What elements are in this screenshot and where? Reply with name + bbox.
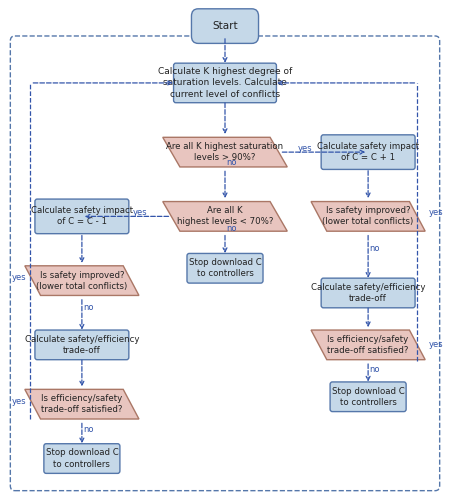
Text: no: no xyxy=(226,158,237,167)
Polygon shape xyxy=(25,389,139,419)
FancyBboxPatch shape xyxy=(191,9,259,43)
Text: Calculate K highest degree of
saturation levels. Calculate
current level of conf: Calculate K highest degree of saturation… xyxy=(158,67,292,98)
Text: Are all K
highest levels < 70%?: Are all K highest levels < 70%? xyxy=(177,206,273,227)
Text: yes: yes xyxy=(298,144,313,153)
Text: Is safety improved?
(lower total conflicts): Is safety improved? (lower total conflic… xyxy=(36,270,127,291)
Text: Start: Start xyxy=(212,21,238,31)
Text: Are all K highest saturation
levels > 90%?: Are all K highest saturation levels > 90… xyxy=(166,142,284,162)
Polygon shape xyxy=(311,330,425,360)
Text: Calculate safety impact
of C = C + 1: Calculate safety impact of C = C + 1 xyxy=(317,142,419,162)
FancyBboxPatch shape xyxy=(35,330,129,360)
Text: Is efficiency/safety
trade-off satisfied?: Is efficiency/safety trade-off satisfied… xyxy=(41,394,122,414)
Polygon shape xyxy=(25,266,139,295)
Polygon shape xyxy=(163,202,287,231)
Polygon shape xyxy=(311,202,425,231)
Text: yes: yes xyxy=(12,397,27,406)
Text: no: no xyxy=(83,425,94,434)
Text: yes: yes xyxy=(428,208,443,217)
Text: yes: yes xyxy=(428,340,443,349)
FancyBboxPatch shape xyxy=(321,278,415,308)
Text: yes: yes xyxy=(12,273,27,282)
FancyBboxPatch shape xyxy=(174,63,276,103)
Text: Is safety improved?
(lower total conflicts): Is safety improved? (lower total conflic… xyxy=(323,206,414,227)
FancyBboxPatch shape xyxy=(44,444,120,473)
Text: no: no xyxy=(226,224,237,233)
Text: Stop download C
to controllers: Stop download C to controllers xyxy=(189,258,261,278)
Text: Calculate safety/efficiency
trade-off: Calculate safety/efficiency trade-off xyxy=(25,335,139,355)
Text: Stop download C
to controllers: Stop download C to controllers xyxy=(45,448,118,469)
FancyBboxPatch shape xyxy=(330,382,406,412)
FancyBboxPatch shape xyxy=(35,199,129,234)
Text: no: no xyxy=(369,365,380,374)
Polygon shape xyxy=(163,137,287,167)
FancyBboxPatch shape xyxy=(321,135,415,169)
Text: no: no xyxy=(369,244,380,253)
Text: yes: yes xyxy=(133,208,147,217)
Text: Calculate safety impact
of C = C - 1: Calculate safety impact of C = C - 1 xyxy=(31,206,133,227)
Text: Calculate safety/efficiency
trade-off: Calculate safety/efficiency trade-off xyxy=(311,283,425,303)
Text: Stop download C
to controllers: Stop download C to controllers xyxy=(332,387,405,407)
Text: no: no xyxy=(83,303,94,312)
FancyBboxPatch shape xyxy=(187,253,263,283)
Text: Is efficiency/safety
trade-off satisfied?: Is efficiency/safety trade-off satisfied… xyxy=(328,335,409,355)
